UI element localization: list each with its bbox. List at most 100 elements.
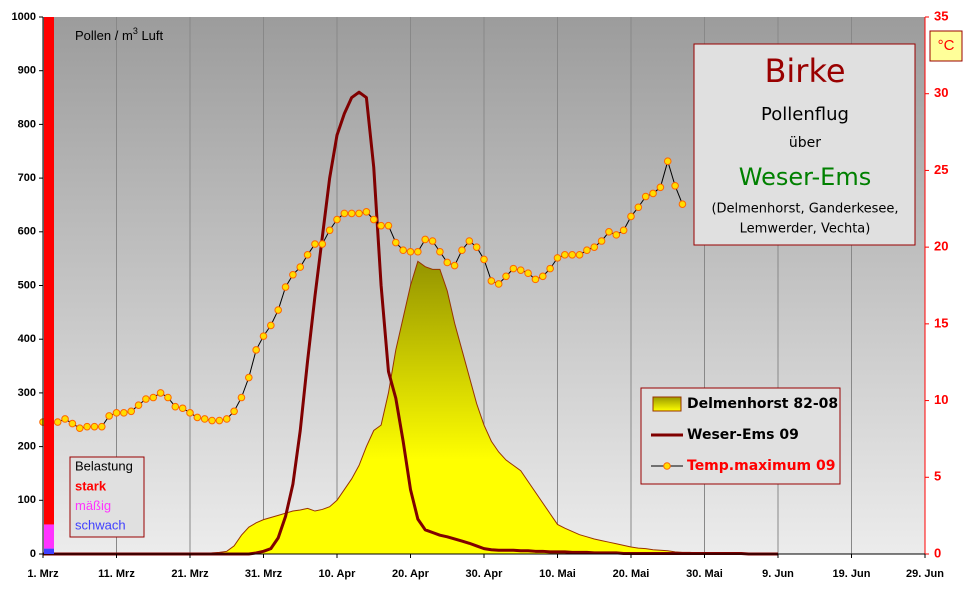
y-axis-label: Pollen / m3 Luft [75, 26, 164, 43]
x-tick-label: 19. Jun [833, 568, 871, 580]
marker [61, 415, 69, 423]
marker [340, 209, 349, 218]
marker [516, 266, 525, 274]
marker [237, 393, 246, 402]
y-tick-label: 500 [18, 279, 36, 291]
x-tick-label: 29. Jun [906, 568, 944, 580]
y-tick-label: 400 [18, 333, 36, 345]
y2-axis-label: °C [938, 37, 955, 54]
marker [53, 418, 62, 426]
x-tick-label: 10. Mai [539, 568, 576, 580]
marker [281, 283, 290, 291]
marker [259, 332, 268, 340]
x-tick-label: 20. Apr [392, 568, 430, 580]
marker [200, 415, 209, 423]
marker [289, 270, 297, 279]
legend-marker [663, 462, 671, 470]
marker [222, 415, 231, 423]
info-region: Weser-Ems [739, 163, 871, 191]
load-legend-title: Belastung [75, 458, 133, 473]
marker [553, 254, 562, 262]
marker [649, 189, 657, 198]
marker [164, 393, 172, 402]
marker [406, 247, 415, 256]
marker [605, 228, 613, 236]
info-connector: über [789, 135, 821, 151]
load-level-bar [44, 524, 54, 549]
marker [458, 246, 466, 255]
x-tick-label: 30. Apr [466, 568, 504, 580]
marker [421, 235, 430, 244]
load-level-bar [44, 17, 54, 525]
marker [325, 226, 334, 235]
x-tick-label: 11. Mrz [98, 568, 135, 580]
marker [193, 413, 202, 422]
x-tick-label: 1. Mrz [27, 568, 59, 580]
marker [472, 243, 481, 251]
y2-tick-label: 30 [934, 85, 948, 100]
marker [171, 402, 180, 411]
marker [671, 181, 679, 190]
marker [494, 280, 503, 288]
marker [443, 258, 452, 267]
marker [245, 373, 253, 382]
legend-label: Temp.maximum 09 [687, 458, 835, 474]
info-box [693, 43, 916, 246]
marker [362, 208, 371, 216]
marker [68, 419, 77, 428]
marker [428, 237, 437, 245]
marker [399, 246, 407, 255]
marker [656, 183, 665, 192]
marker [384, 221, 393, 230]
load-level-name: stark [75, 478, 107, 493]
info-places: (Delmenhorst, Ganderkesee, [711, 202, 898, 217]
y2-tick-label: 15 [934, 315, 948, 330]
y-label-part: Pollen / m [75, 28, 133, 43]
x-tick-label: 21. Mrz [171, 568, 209, 580]
marker [561, 251, 569, 259]
info-title: Birke [764, 52, 845, 90]
marker [524, 269, 532, 278]
marker [347, 209, 356, 218]
marker [414, 247, 422, 256]
marker [105, 412, 113, 420]
marker [641, 192, 650, 201]
marker [583, 246, 591, 255]
x-tick-label: 31. Mrz [245, 568, 283, 580]
marker [208, 416, 216, 425]
marker [98, 422, 106, 431]
marker [311, 240, 319, 248]
marker [539, 272, 547, 281]
y-tick-label: 1000 [12, 11, 36, 23]
marker [149, 393, 158, 402]
y-tick-label: 100 [18, 494, 36, 506]
x-tick-label: 30. Mai [686, 568, 723, 580]
x-tick-label: 9. Jun [762, 568, 794, 580]
marker [377, 221, 385, 230]
load-legend-box [69, 456, 145, 538]
y2-tick-label: 0 [934, 545, 941, 560]
x-tick-label: 10. Apr [319, 568, 357, 580]
marker [296, 263, 305, 271]
load-level-name: mäßig [75, 498, 111, 513]
marker [303, 251, 312, 259]
marker [318, 240, 327, 248]
marker [355, 209, 363, 218]
marker [627, 212, 635, 221]
marker [531, 275, 540, 284]
y-tick-label: 700 [18, 172, 36, 184]
marker [509, 264, 518, 273]
load-level-name: schwach [75, 517, 126, 532]
y2-tick-label: 35 [934, 8, 948, 23]
load-level-bar [44, 548, 54, 554]
marker [252, 346, 260, 354]
y-tick-label: 200 [18, 441, 36, 453]
marker [75, 424, 84, 432]
marker [267, 321, 275, 330]
marker [502, 272, 510, 281]
marker [230, 407, 238, 416]
y-tick-label: 0 [30, 548, 36, 560]
marker [546, 264, 554, 273]
marker [156, 389, 165, 397]
